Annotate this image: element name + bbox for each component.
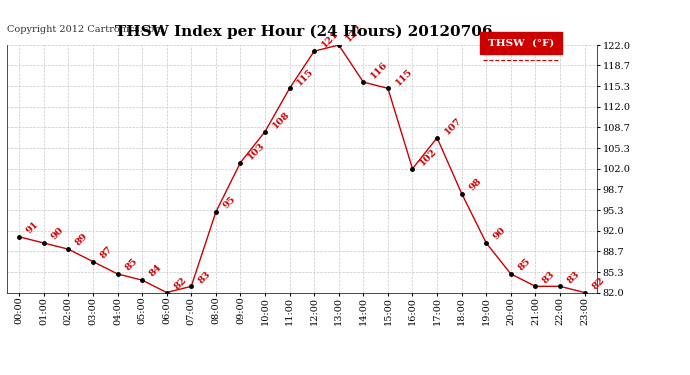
Text: 85: 85 [123, 256, 139, 273]
Text: 98: 98 [467, 176, 483, 192]
Text: 84: 84 [148, 263, 164, 279]
Text: 122: 122 [344, 23, 365, 44]
Text: 87: 87 [99, 244, 115, 260]
Text: Copyright 2012 Cartronics.com: Copyright 2012 Cartronics.com [7, 25, 164, 34]
Text: 107: 107 [442, 116, 463, 136]
Text: 89: 89 [74, 232, 90, 248]
Text: 83: 83 [197, 269, 213, 285]
Text: 83: 83 [566, 269, 582, 285]
Text: 115: 115 [393, 66, 414, 87]
Text: THSW Index per Hour (24 Hours) 20120706: THSW Index per Hour (24 Hours) 20120706 [115, 24, 493, 39]
Text: 121: 121 [319, 29, 340, 50]
Text: 103: 103 [246, 141, 266, 161]
Text: 82: 82 [172, 275, 188, 291]
Text: 90: 90 [492, 226, 508, 242]
Text: 115: 115 [295, 66, 315, 87]
Text: 83: 83 [541, 269, 557, 285]
Text: THSW  (°F): THSW (°F) [488, 38, 554, 47]
Text: 91: 91 [25, 220, 41, 236]
Text: 102: 102 [418, 147, 439, 167]
Text: 85: 85 [516, 256, 532, 273]
Text: 108: 108 [270, 110, 291, 130]
Text: 116: 116 [369, 60, 389, 81]
Text: 90: 90 [49, 226, 66, 242]
Text: 95: 95 [221, 195, 237, 211]
Text: 82: 82 [590, 275, 606, 291]
